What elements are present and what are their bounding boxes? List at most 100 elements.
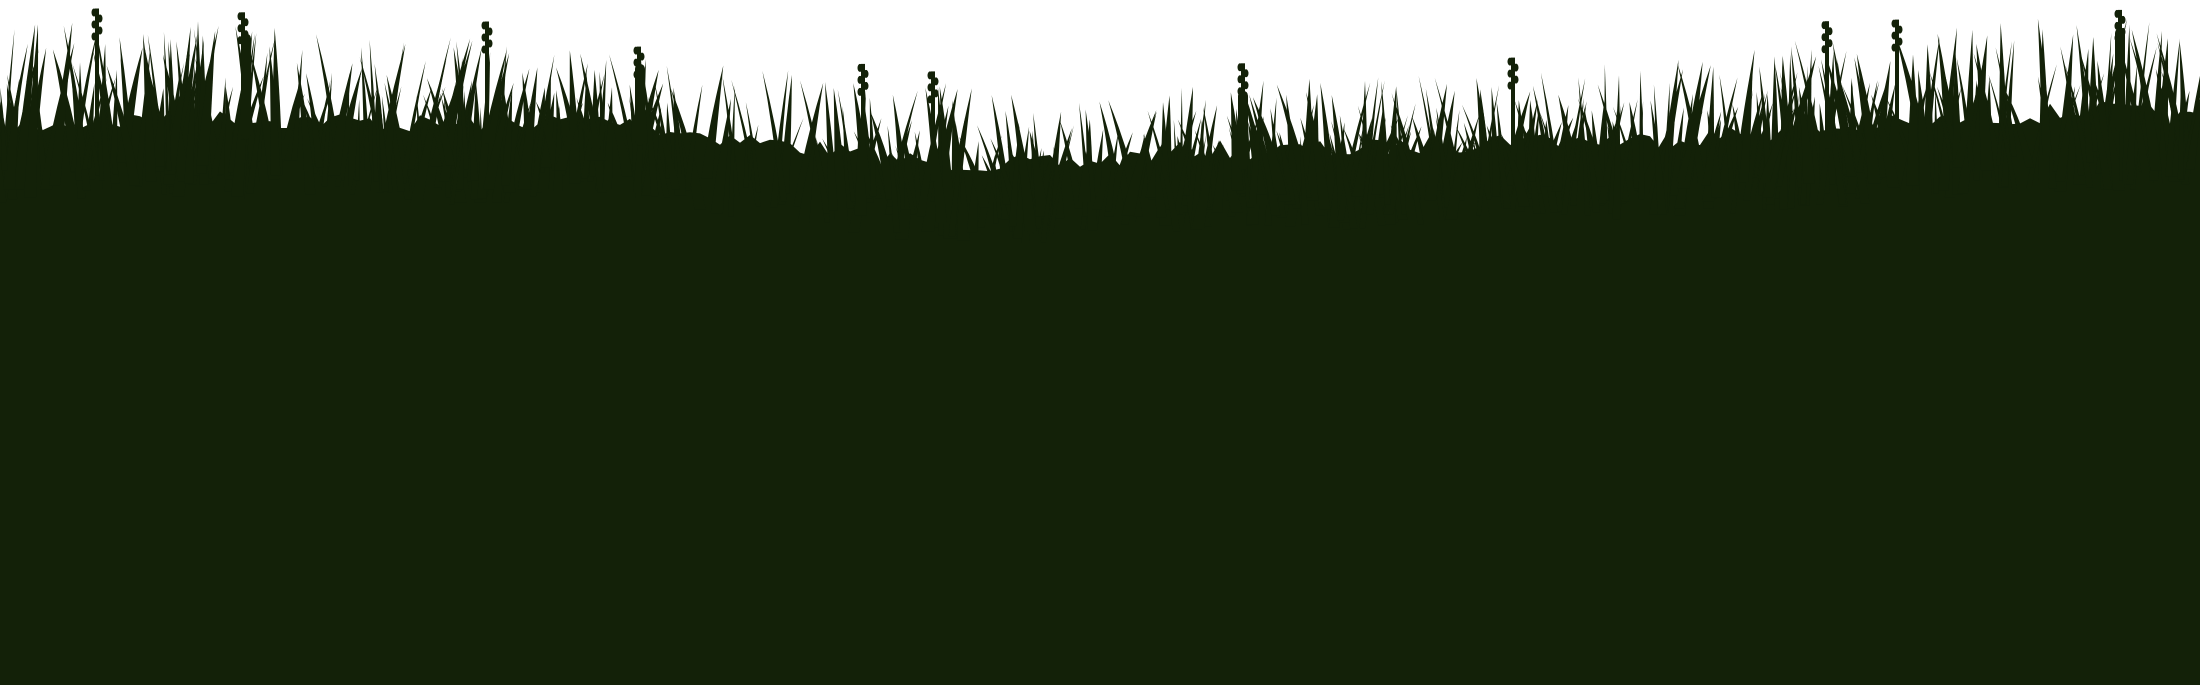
seed-head xyxy=(639,52,645,61)
cattail-stem xyxy=(241,33,251,140)
seed-stalk xyxy=(1511,57,1515,160)
grass-blade xyxy=(13,24,36,190)
grass-blade xyxy=(981,155,1010,220)
grass-blade xyxy=(1048,125,1074,236)
grass-blade xyxy=(1331,121,1358,229)
seed-head xyxy=(1897,37,1903,46)
grass-blade xyxy=(925,87,947,224)
grass-blade xyxy=(587,116,611,161)
grass-blade xyxy=(1816,50,1847,205)
grass-blade xyxy=(469,107,479,181)
grass-blade xyxy=(1558,94,1580,181)
grass-blade xyxy=(276,93,305,162)
grass-blade xyxy=(1856,53,1881,184)
grass-blade xyxy=(164,53,190,175)
grass-blade xyxy=(1040,147,1057,243)
grass-blade xyxy=(746,124,759,181)
seed-head xyxy=(1243,81,1249,90)
seed-stalk xyxy=(485,21,489,144)
grass-blade xyxy=(82,77,107,170)
grass-blade xyxy=(800,80,831,214)
grass-blade xyxy=(959,137,990,208)
grass-blade xyxy=(1561,78,1586,215)
grass-blade xyxy=(722,75,740,198)
seed-head xyxy=(1507,81,1513,90)
grass-blade xyxy=(1211,144,1224,213)
grass-blade xyxy=(426,78,455,166)
grass-blade xyxy=(641,59,659,197)
grass-blade xyxy=(833,88,848,221)
seed-head xyxy=(91,20,97,29)
grass-blade xyxy=(1875,83,1896,178)
grass-blade xyxy=(517,67,538,190)
grass-blade xyxy=(1541,120,1553,183)
grass-blade xyxy=(1996,41,2012,166)
grass-blade xyxy=(1147,110,1181,232)
grass-blade xyxy=(2076,25,2094,163)
seed-head xyxy=(2114,9,2120,18)
grass-blade xyxy=(673,87,687,196)
grass-blade xyxy=(854,131,867,216)
grass-blade xyxy=(1938,27,1957,191)
seed-head xyxy=(1821,33,1827,42)
seed-head xyxy=(1827,39,1833,48)
grass-blade xyxy=(1494,129,1512,209)
grass-blade xyxy=(291,49,303,161)
grass-blade xyxy=(49,22,73,186)
grass-blade xyxy=(296,62,316,195)
grass-blade xyxy=(1154,158,1167,218)
seed-stalk xyxy=(1825,21,1829,149)
grass-blade xyxy=(1371,108,1384,195)
cattail-stem xyxy=(1238,90,1248,170)
grass-blade xyxy=(1636,128,1671,195)
grass-blade xyxy=(1918,70,1932,195)
grass-blade xyxy=(797,136,816,223)
seed-head xyxy=(487,39,493,48)
grass-blade xyxy=(1008,126,1020,227)
cattail-stem xyxy=(635,64,645,146)
grass-blade xyxy=(1650,100,1667,215)
grass-blade xyxy=(1306,92,1331,210)
seed-head xyxy=(1507,69,1513,78)
grass-blade xyxy=(306,73,324,168)
grass-blade xyxy=(647,96,681,190)
grass-blade xyxy=(1391,93,1424,225)
grass-blade xyxy=(321,72,332,187)
grass-blade xyxy=(2055,86,2076,182)
grass-blade xyxy=(1203,107,1219,204)
seed-head xyxy=(91,8,97,17)
grass-blade xyxy=(2131,29,2162,171)
grass-blade xyxy=(762,70,788,202)
grass-blade xyxy=(1491,87,1501,197)
seed-head xyxy=(633,58,639,67)
grass-blade xyxy=(1435,117,1453,208)
grass-blade xyxy=(143,34,157,182)
grass-blade xyxy=(1091,151,1117,210)
grass-blade xyxy=(1906,54,1919,186)
grass-blade xyxy=(701,65,724,179)
seed-head xyxy=(1237,75,1243,84)
grass-blade xyxy=(825,82,838,211)
grass-blade xyxy=(1577,98,1606,187)
seed-head xyxy=(1513,63,1519,72)
grass-blade xyxy=(530,54,555,197)
seed-head xyxy=(933,89,939,98)
grass-blade xyxy=(327,63,353,176)
seed-head xyxy=(857,87,863,96)
grass-blade xyxy=(1638,70,1645,200)
grass-blade xyxy=(1252,97,1287,195)
grass-blade xyxy=(869,97,877,197)
grass-blade xyxy=(24,24,39,198)
seed-head xyxy=(97,14,103,23)
grass-blade xyxy=(1798,86,1815,184)
seed-head xyxy=(1827,27,1833,36)
grass-blade xyxy=(2177,66,2184,180)
grass-blade xyxy=(1445,136,1467,220)
grass-blade xyxy=(354,99,360,181)
grass-blade xyxy=(670,88,706,210)
seed-head xyxy=(863,81,869,90)
grass-blade xyxy=(710,98,731,214)
grass-blade xyxy=(779,74,792,194)
grass-blade xyxy=(2037,18,2052,155)
